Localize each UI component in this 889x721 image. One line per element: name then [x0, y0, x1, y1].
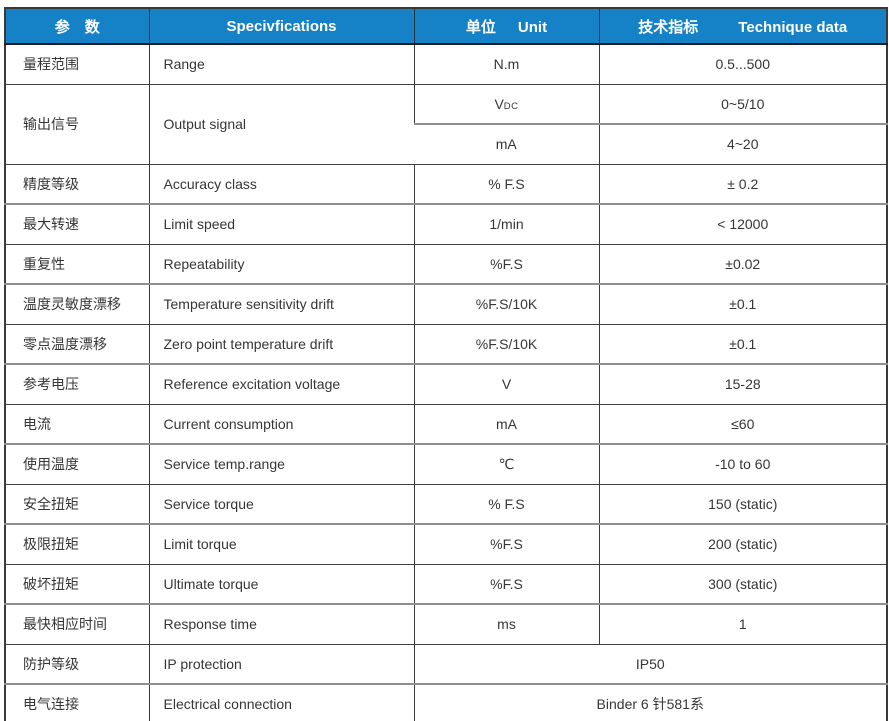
value-cell: ± 0.2: [598, 164, 887, 205]
table-row-reference-voltage: 参考电压 Reference excitation voltage V 15-2…: [5, 364, 887, 405]
spec-cell: Ultimate torque: [148, 564, 414, 605]
table-row-current-consumption: 电流 Current consumption mA ≤60: [5, 404, 887, 445]
spec-cell: Zero point temperature drift: [148, 324, 414, 365]
unit-cell: 1/min: [413, 204, 599, 245]
col-header-data: 技术指标 Technique data: [598, 8, 887, 45]
param-cell: 零点温度漂移: [5, 324, 149, 365]
spec-table: 参 数 Specivfications 单位 Unit 技术指标 Technique…: [4, 7, 888, 721]
table-row-repeatability: 重复性 Repeatability %F.S ±0.02: [5, 244, 887, 285]
unit-cell: %F.S: [413, 564, 599, 605]
spec-cell: Limit torque: [148, 524, 414, 565]
unit-cell: V: [413, 364, 599, 405]
param-cell: 最大转速: [5, 204, 149, 245]
unit-cell: N.m: [413, 44, 599, 85]
table-row-limit-speed: 最大转速 Limit speed 1/min < 12000: [5, 204, 887, 245]
table-row-service-torque: 安全扭矩 Service torque % F.S 150 (static): [5, 484, 887, 525]
table-row-ultimate-torque: 破坏扭矩 Ultimate torque %F.S 300 (static): [5, 564, 887, 605]
col-header-unit-zh: 单位: [465, 18, 496, 36]
param-cell: 防护等级: [5, 644, 149, 685]
spec-cell: Repeatability: [148, 244, 414, 285]
value-cell: < 12000: [598, 204, 887, 245]
spec-cell: Response time: [148, 604, 414, 645]
header-row: 参 数 Specivfications 单位 Unit 技术指标 Technique…: [5, 8, 887, 45]
table-row-temp-sensitivity-drift: 温度灵敏度漂移 Temperature sensitivity drift %F…: [5, 284, 887, 325]
col-header-spec-label: Specivfications: [226, 17, 337, 35]
param-cell: 电流: [5, 404, 149, 445]
param-cell: 最快相应时间: [5, 604, 149, 645]
value-cell: 300 (static): [598, 564, 887, 605]
col-header-unit-en: Unit: [517, 18, 548, 36]
param-cell: 精度等级: [5, 164, 149, 205]
unit-cell: VDC: [413, 84, 599, 125]
col-header-unit: 单位 Unit: [413, 8, 599, 45]
param-cell: 极限扭矩: [5, 524, 149, 565]
value-cell: 150 (static): [598, 484, 887, 525]
spec-cell: Current consumption: [148, 404, 414, 445]
table-row-zero-point-drift: 零点温度漂移 Zero point temperature drift %F.S…: [5, 324, 887, 365]
spec-cell: Range: [148, 44, 414, 85]
table-body: 量程范围 Range N.m 0.5...500 输出信号 Output sig…: [5, 44, 887, 721]
col-header-param-label: 参 数: [54, 18, 100, 36]
unit-cell: % F.S: [413, 164, 599, 205]
unit-cell: ℃: [413, 444, 599, 485]
unit-cell: %F.S/10K: [413, 324, 599, 365]
value-cell: ±0.1: [598, 324, 887, 365]
unit-cell: %F.S/10K: [413, 284, 599, 325]
value-cell: 0.5...500: [598, 44, 887, 85]
spec-cell: Electrical connection: [148, 684, 414, 721]
param-cell: 量程范围: [5, 44, 149, 85]
param-cell: 重复性: [5, 244, 149, 285]
value-cell: ≤60: [598, 404, 887, 445]
param-cell: 使用温度: [5, 444, 149, 485]
col-header-param: 参 数: [5, 8, 149, 45]
unit-cell: mA: [414, 124, 599, 165]
param-cell: 参考电压: [5, 364, 149, 405]
table-row-output-signal-vdc: 输出信号 Output signal VDC 0~5/10: [5, 84, 887, 165]
table-row-response-time: 最快相应时间 Response time ms 1: [5, 604, 887, 645]
value-cell: IP50: [413, 644, 887, 685]
unit-cell: %F.S: [413, 524, 599, 565]
value-cell: -10 to 60: [598, 444, 887, 485]
col-header-data-en: Technique data: [738, 18, 848, 36]
spec-cell: Limit speed: [148, 204, 414, 245]
unit-main: V: [494, 95, 504, 112]
table-row-ip-protection: 防护等级 IP protection IP50: [5, 644, 887, 685]
param-cell: 温度灵敏度漂移: [5, 284, 149, 325]
spec-cell: Reference excitation voltage: [148, 364, 414, 405]
spec-cell: Accuracy class: [148, 164, 414, 205]
unit-cell: %F.S: [413, 244, 599, 285]
col-header-data-zh: 技术指标: [638, 18, 699, 36]
unit-cell: % F.S: [413, 484, 599, 525]
spec-cell: Service temp.range: [148, 444, 414, 485]
unit-cell: ms: [413, 604, 599, 645]
unit-subscript: DC: [503, 100, 519, 112]
table-row-limit-torque: 极限扭矩 Limit torque %F.S 200 (static): [5, 524, 887, 565]
value-cell: 1: [598, 604, 887, 645]
table-header: 参 数 Specivfications 单位 Unit 技术指标 Technique…: [5, 8, 887, 45]
value-cell: 200 (static): [598, 524, 887, 565]
spec-cell: Temperature sensitivity drift: [148, 284, 414, 325]
value-cell: ±0.1: [598, 284, 887, 325]
table-row-output-signal-ma: mA 4~20: [5, 124, 887, 165]
param-cell: 破坏扭矩: [5, 564, 149, 605]
value-cell: 15-28: [598, 364, 887, 405]
col-header-spec: Specivfications: [148, 8, 414, 45]
unit-cell: mA: [413, 404, 599, 445]
param-cell: 安全扭矩: [5, 484, 149, 525]
value-cell: Binder 6 针581系: [413, 684, 887, 721]
table-row-service-temp: 使用温度 Service temp.range ℃ -10 to 60: [5, 444, 887, 485]
table-row-range: 量程范围 Range N.m 0.5...500: [5, 44, 887, 85]
param-cell: 输出信号: [5, 84, 149, 165]
table-row-accuracy: 精度等级 Accuracy class % F.S ± 0.2: [5, 164, 887, 205]
value-cell: ±0.02: [598, 244, 887, 285]
spec-cell: IP protection: [148, 644, 414, 685]
spec-cell: Service torque: [148, 484, 414, 525]
value-cell: 0~5/10: [598, 84, 887, 125]
table-row-electrical-connection: 电气连接 Electrical connection Binder 6 针581…: [5, 684, 887, 721]
param-cell: 电气连接: [5, 684, 149, 721]
value-cell: 4~20: [598, 124, 887, 165]
spec-cell: Output signal: [148, 84, 414, 165]
